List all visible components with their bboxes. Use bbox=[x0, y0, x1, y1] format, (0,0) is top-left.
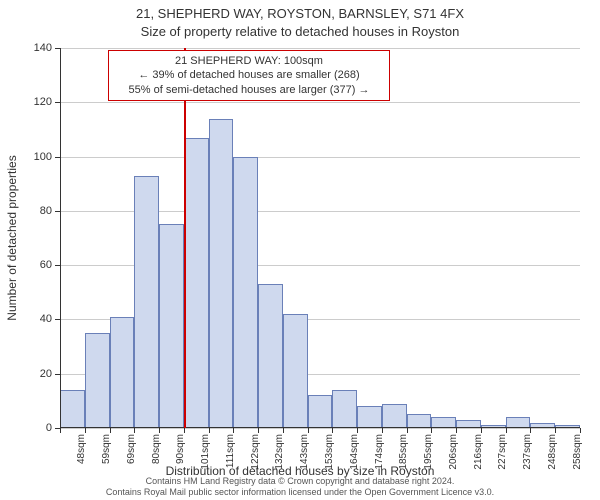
x-tick-mark bbox=[407, 428, 408, 433]
x-tick-label: 227sqm bbox=[497, 434, 508, 484]
histogram-bar bbox=[308, 395, 333, 428]
gridline bbox=[60, 102, 580, 103]
gridline bbox=[60, 48, 580, 49]
annotation-line2: ← 39% of detached houses are smaller (26… bbox=[115, 68, 383, 82]
histogram-bar bbox=[184, 138, 209, 428]
histogram-bar bbox=[332, 390, 357, 428]
histogram-bar bbox=[134, 176, 159, 428]
x-tick-mark bbox=[580, 428, 581, 433]
x-axis bbox=[60, 427, 580, 428]
x-tick-mark bbox=[134, 428, 135, 433]
histogram-bar bbox=[60, 390, 85, 428]
chart-container: 21, SHEPHERD WAY, ROYSTON, BARNSLEY, S71… bbox=[0, 0, 600, 500]
y-tick-label: 20 bbox=[0, 368, 52, 380]
annotation-line1: 21 SHEPHERD WAY: 100sqm bbox=[115, 54, 383, 68]
x-tick-mark bbox=[481, 428, 482, 433]
histogram-bar bbox=[258, 284, 283, 428]
y-axis bbox=[60, 48, 61, 428]
x-tick-mark bbox=[332, 428, 333, 433]
histogram-bar bbox=[382, 404, 407, 428]
y-tick-label: 60 bbox=[0, 259, 52, 271]
x-tick-mark bbox=[308, 428, 309, 433]
gridline bbox=[60, 157, 580, 158]
x-tick-mark bbox=[456, 428, 457, 433]
x-tick-label: 248sqm bbox=[547, 434, 558, 484]
histogram-bar bbox=[159, 224, 184, 428]
y-tick-label: 40 bbox=[0, 313, 52, 325]
x-tick-label: 90sqm bbox=[175, 434, 186, 484]
x-tick-mark bbox=[233, 428, 234, 433]
x-tick-mark bbox=[283, 428, 284, 433]
x-tick-label: 132sqm bbox=[274, 434, 285, 484]
x-tick-label: 80sqm bbox=[151, 434, 162, 484]
x-tick-mark bbox=[184, 428, 185, 433]
x-tick-label: 143sqm bbox=[299, 434, 310, 484]
x-tick-label: 195sqm bbox=[423, 434, 434, 484]
x-tick-label: 153sqm bbox=[324, 434, 335, 484]
x-tick-mark bbox=[209, 428, 210, 433]
gridline bbox=[60, 428, 580, 429]
y-tick-label: 120 bbox=[0, 96, 52, 108]
histogram-bar bbox=[233, 157, 258, 428]
x-tick-label: 101sqm bbox=[200, 434, 211, 484]
y-tick-label: 100 bbox=[0, 151, 52, 163]
y-tick-label: 80 bbox=[0, 205, 52, 217]
x-tick-mark bbox=[357, 428, 358, 433]
x-tick-mark bbox=[555, 428, 556, 433]
footer-line2: Contains Royal Mail public sector inform… bbox=[0, 487, 600, 498]
x-tick-label: 258sqm bbox=[572, 434, 583, 484]
y-axis-label: Number of detached properties bbox=[5, 155, 19, 320]
x-tick-label: 174sqm bbox=[374, 434, 385, 484]
x-tick-label: 185sqm bbox=[398, 434, 409, 484]
chart-title-line1: 21, SHEPHERD WAY, ROYSTON, BARNSLEY, S71… bbox=[0, 6, 600, 21]
histogram-bar bbox=[283, 314, 308, 428]
y-tick-label: 140 bbox=[0, 42, 52, 54]
annotation-box: 21 SHEPHERD WAY: 100sqm ← 39% of detache… bbox=[108, 50, 390, 101]
x-tick-mark bbox=[110, 428, 111, 433]
x-tick-mark bbox=[506, 428, 507, 433]
x-tick-mark bbox=[159, 428, 160, 433]
histogram-bar bbox=[357, 406, 382, 428]
x-tick-label: 111sqm bbox=[225, 434, 236, 484]
x-tick-label: 237sqm bbox=[522, 434, 533, 484]
y-tick-label: 0 bbox=[0, 422, 52, 434]
x-tick-mark bbox=[258, 428, 259, 433]
x-tick-mark bbox=[530, 428, 531, 433]
histogram-bar bbox=[110, 317, 135, 428]
x-tick-label: 59sqm bbox=[101, 434, 112, 484]
x-tick-label: 122sqm bbox=[250, 434, 261, 484]
reference-line bbox=[184, 48, 186, 428]
chart-title-line2: Size of property relative to detached ho… bbox=[0, 24, 600, 39]
histogram-bar bbox=[85, 333, 110, 428]
x-tick-label: 216sqm bbox=[473, 434, 484, 484]
annotation-line3: 55% of semi-detached houses are larger (… bbox=[115, 83, 383, 97]
x-tick-label: 48sqm bbox=[76, 434, 87, 484]
x-tick-mark bbox=[382, 428, 383, 433]
x-tick-label: 69sqm bbox=[126, 434, 137, 484]
x-tick-label: 206sqm bbox=[448, 434, 459, 484]
histogram-bar bbox=[407, 414, 432, 428]
x-tick-mark bbox=[431, 428, 432, 433]
x-tick-mark bbox=[60, 428, 61, 433]
x-tick-label: 164sqm bbox=[349, 434, 360, 484]
x-tick-mark bbox=[85, 428, 86, 433]
plot-area bbox=[60, 48, 580, 428]
histogram-bar bbox=[209, 119, 234, 428]
